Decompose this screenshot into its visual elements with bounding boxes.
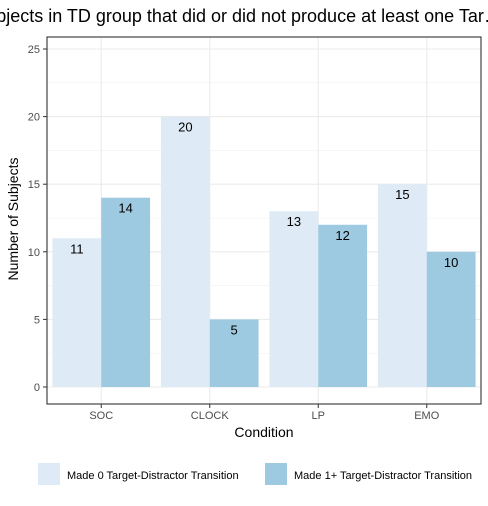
legend-swatch: [265, 463, 287, 485]
bar-value-label: 15: [395, 187, 409, 202]
bar-value-label: 14: [118, 201, 132, 216]
bar-value-label: 11: [70, 241, 84, 256]
plot-border: [46, 36, 482, 405]
y-tick-label: 5: [34, 314, 40, 326]
legend-label: Made 0 Target-Distractor Transition: [67, 470, 239, 482]
bar: [209, 319, 259, 387]
bar: [269, 211, 319, 387]
bar: [426, 251, 476, 387]
y-tick-label: 25: [28, 44, 40, 56]
bar-value-label: 12: [335, 228, 349, 243]
x-tick-label: SOC: [89, 410, 113, 422]
bar: [52, 238, 102, 387]
legend-label: Made 1+ Target-Distractor Transition: [294, 470, 472, 482]
bar: [101, 197, 151, 387]
legend-swatch: [38, 463, 60, 485]
bar-value-label: 10: [444, 255, 458, 270]
y-tick-label: 15: [28, 179, 40, 191]
x-tick-label: LP: [312, 410, 325, 422]
y-tick-label: 20: [28, 112, 40, 124]
bar-value-label: 5: [231, 322, 238, 337]
axes: 0 5 10 15 20 25 SOC CLOCK LP EMO: [28, 36, 482, 422]
x-tick-label: CLOCK: [191, 410, 230, 422]
bar: [318, 224, 368, 387]
data-labels: 11 14 20 5 13 12 15 10: [70, 120, 458, 338]
bar: [377, 184, 427, 387]
bar-value-label: 20: [178, 120, 192, 135]
y-tick-label: 0: [34, 382, 40, 394]
bar-value-label: 13: [287, 214, 301, 229]
y-tick-label: 10: [28, 247, 40, 259]
bar: [160, 116, 210, 387]
x-tick-label: EMO: [414, 410, 440, 422]
legend: Made 0 Target-Distractor Transition Made …: [38, 463, 472, 485]
bars: [52, 116, 476, 387]
x-axis-label: Condition: [234, 424, 293, 440]
y-axis-label: Number of Subjects: [5, 158, 21, 281]
chart-title: …bjects in TD group that did or did not …: [0, 6, 488, 26]
